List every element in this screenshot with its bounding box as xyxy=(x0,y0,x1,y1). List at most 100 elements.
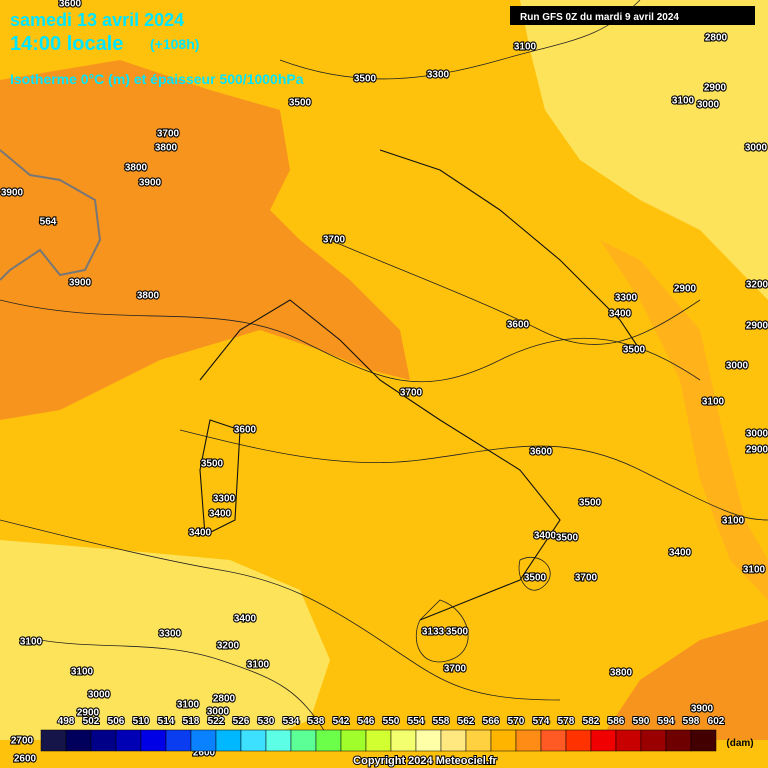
scale-label: 502 xyxy=(83,716,100,727)
coastline xyxy=(199,419,241,536)
scale-label: 582 xyxy=(583,716,600,727)
contour-label: 2700 xyxy=(11,736,34,747)
scale-label: 546 xyxy=(358,716,375,727)
contour-label: 3900 xyxy=(691,704,714,715)
scale-label: 514 xyxy=(158,716,175,727)
contour-label: 3600 xyxy=(530,447,553,458)
scale-label: 594 xyxy=(658,716,675,727)
light-zone xyxy=(0,540,330,740)
contour-label: 3000 xyxy=(726,361,749,372)
contour-label: 2900 xyxy=(746,321,768,332)
contour-label: 3300 xyxy=(427,70,450,81)
contour-lines xyxy=(0,0,768,741)
contour-label: 3500 xyxy=(623,345,646,356)
contour-label: 3200 xyxy=(746,280,768,291)
scale-label: 570 xyxy=(508,716,525,727)
color-scale: 498 502 506 510 514 518 522 526 530 534 538 542 546 5… xyxy=(40,715,726,752)
contour-label: 3100 xyxy=(71,667,94,678)
scale-label: 578 xyxy=(558,716,575,727)
scale-label: 562 xyxy=(458,716,475,727)
scale-swatch xyxy=(215,729,242,752)
contour-label: 3133 xyxy=(422,627,445,638)
contour-label: 3800 xyxy=(125,163,148,174)
scale-swatch xyxy=(490,729,517,752)
scale-label: 566 xyxy=(483,716,500,727)
scale-swatch xyxy=(365,729,392,752)
contour-label: 3100 xyxy=(702,397,725,408)
scale-label: 574 xyxy=(533,716,550,727)
contour-label: 2900 xyxy=(746,445,768,456)
contour-line xyxy=(279,0,641,80)
scale-swatch xyxy=(340,729,367,752)
contour-label: 3000 xyxy=(697,100,720,111)
scale-swatch xyxy=(265,729,292,752)
contour-label: 3800 xyxy=(155,143,178,154)
scale-swatch xyxy=(190,729,217,752)
scale-unit: (dam) xyxy=(726,738,753,749)
contour-line xyxy=(416,599,469,663)
contour-label: 3400 xyxy=(534,531,557,542)
light-zone xyxy=(520,0,768,300)
contour-label: 2800 xyxy=(213,694,236,705)
contour-label: 3000 xyxy=(746,429,768,440)
contour-label: 3800 xyxy=(137,291,160,302)
scale-label: 550 xyxy=(383,716,400,727)
contour-label: 2900 xyxy=(704,83,727,94)
contour-label: 3400 xyxy=(189,528,212,539)
scale-swatch xyxy=(315,729,342,752)
scale-label: 558 xyxy=(433,716,450,727)
contour-label: 3700 xyxy=(323,235,346,246)
scale-label: 542 xyxy=(333,716,350,727)
contour-label: 3500 xyxy=(579,498,602,509)
scale-label: 602 xyxy=(708,716,725,727)
run-info: Run GFS 0Z du mardi 9 avril 2024 xyxy=(520,12,679,23)
scale-label: 506 xyxy=(108,716,125,727)
warm-zone xyxy=(600,620,768,740)
contour-label: 3700 xyxy=(157,129,180,140)
contour-label: 3500 xyxy=(354,74,377,85)
scale-swatch xyxy=(115,729,142,752)
scale-swatch xyxy=(240,729,267,752)
scale-swatch xyxy=(515,729,542,752)
contour-label: 564 xyxy=(40,217,57,228)
forecast-date: samedi 13 avril 2024 xyxy=(10,10,184,30)
contour-label: 3300 xyxy=(213,494,236,505)
contour-label: 3500 xyxy=(556,533,579,544)
contour-line xyxy=(179,429,768,521)
scale-label: 586 xyxy=(608,716,625,727)
coastline xyxy=(199,299,561,621)
scale-label: 530 xyxy=(258,716,275,727)
scale-swatch xyxy=(440,729,467,752)
contour-label: 3100 xyxy=(247,660,270,671)
scale-label: 538 xyxy=(308,716,325,727)
coastline xyxy=(379,149,641,351)
scale-swatch xyxy=(90,729,117,752)
contour-label: 3400 xyxy=(234,614,257,625)
scale-swatch xyxy=(615,729,642,752)
copyright: Copyright 2024 Meteociel.fr xyxy=(353,755,497,767)
contour-label: 3900 xyxy=(1,188,24,199)
contour-label: 2800 xyxy=(705,33,728,44)
contour-line xyxy=(329,239,701,345)
product-title: Isotherme 0°C (m) et épaisseur 500/1000h… xyxy=(10,71,304,87)
contour-label: 3100 xyxy=(722,516,745,527)
contour-line xyxy=(518,556,551,591)
scale-swatch xyxy=(590,729,617,752)
scale-swatch xyxy=(665,729,692,752)
isotherm-line xyxy=(0,149,102,281)
scale-swatch xyxy=(290,729,317,752)
contour-label: 3500 xyxy=(201,459,224,470)
scale-swatch xyxy=(540,729,567,752)
contour-label: 3400 xyxy=(209,509,232,520)
contour-label: 3400 xyxy=(609,309,632,320)
contour-label: 3300 xyxy=(615,293,638,304)
scale-swatch xyxy=(390,729,417,752)
mountain-zone xyxy=(600,240,768,600)
scale-label: 534 xyxy=(283,716,300,727)
scale-swatch xyxy=(140,729,167,752)
scale-label: 526 xyxy=(233,716,250,727)
contour-label: 3900 xyxy=(69,278,92,289)
contour-label: 3600 xyxy=(234,425,257,436)
scale-swatch xyxy=(65,729,92,752)
